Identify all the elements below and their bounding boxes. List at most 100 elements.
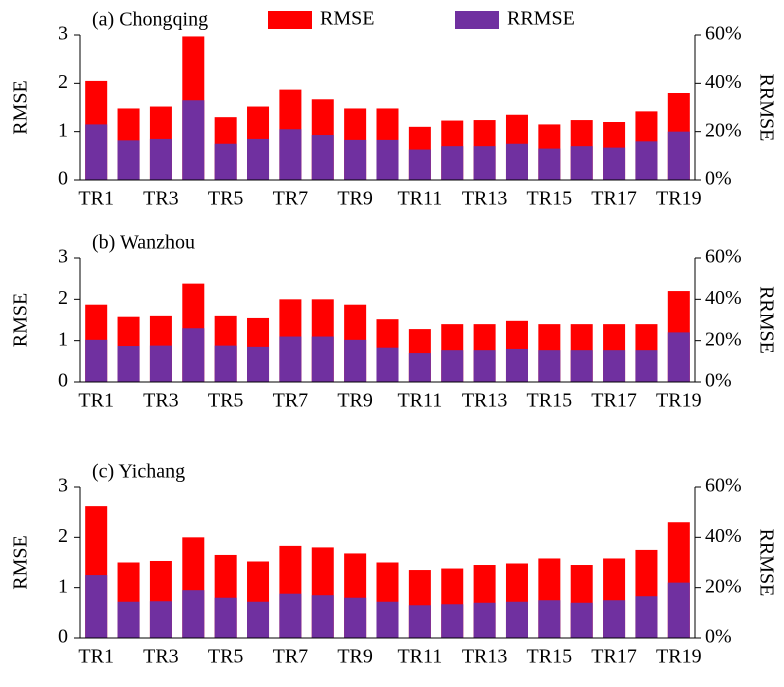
y2-tick-label: 60%: [705, 475, 742, 497]
y2-tick-label: 20%: [705, 119, 742, 141]
x-tick-label: TR5: [208, 646, 244, 668]
y2-tick-label: 20%: [705, 328, 742, 350]
x-tick-label: TR17: [591, 188, 637, 210]
x-tick-label: TR19: [656, 646, 702, 668]
bar: [441, 146, 464, 180]
bar: [505, 348, 528, 382]
bar: [182, 328, 205, 382]
bar: [247, 601, 270, 638]
bar: [247, 346, 270, 382]
x-tick-label: TR9: [337, 646, 373, 668]
bar: [667, 582, 690, 638]
x-tick-label: TR19: [656, 390, 702, 412]
y2-tick-label: 40%: [705, 287, 742, 309]
y-tick-label: 3: [58, 23, 68, 45]
y-tick-label: 1: [58, 119, 68, 141]
y-tick-label: 2: [58, 71, 68, 93]
bar: [635, 596, 658, 638]
x-tick-label: TR3: [143, 390, 179, 412]
bar: [311, 595, 334, 638]
bar: [85, 575, 108, 638]
x-tick-label: TR5: [208, 390, 244, 412]
bar: [214, 143, 237, 180]
bar: [376, 139, 399, 180]
y2-tick-label: 0%: [705, 168, 732, 190]
x-tick-label: TR1: [78, 390, 114, 412]
bar: [149, 345, 172, 382]
panel-title: (c) Yichang: [92, 461, 185, 483]
bar: [214, 345, 237, 382]
x-tick-label: TR13: [462, 188, 508, 210]
bar: [214, 597, 237, 638]
x-tick-label: TR17: [591, 390, 637, 412]
bar: [117, 140, 140, 180]
y-tick-label: 3: [58, 475, 68, 497]
y2-tick-label: 40%: [705, 71, 742, 93]
y-tick-label: 2: [58, 525, 68, 547]
x-tick-label: TR5: [208, 188, 244, 210]
bar: [538, 350, 561, 382]
y2-tick-label: 60%: [705, 246, 742, 268]
x-tick-label: TR15: [527, 390, 573, 412]
y-tick-label: 0: [58, 168, 68, 190]
bar: [570, 350, 593, 382]
bar: [117, 346, 140, 382]
bar: [344, 339, 367, 382]
bar: [570, 146, 593, 180]
x-tick-label: TR1: [78, 188, 114, 210]
bar: [149, 601, 172, 638]
bar: [473, 350, 496, 382]
x-tick-label: TR9: [337, 390, 373, 412]
y2-tick-label: 0%: [705, 370, 732, 392]
bar: [279, 593, 302, 638]
y-tick-label: 3: [58, 246, 68, 268]
y-tick-label: 1: [58, 328, 68, 350]
bar: [376, 347, 399, 382]
x-tick-label: TR17: [591, 646, 637, 668]
bar: [505, 143, 528, 180]
x-tick-label: TR11: [397, 646, 442, 668]
y2-tick-label: 0%: [705, 626, 732, 648]
bar: [603, 350, 626, 382]
bar: [603, 147, 626, 180]
panel-title: (b) Wanzhou: [92, 232, 195, 254]
x-tick-label: TR3: [143, 188, 179, 210]
y2-axis-label: RRMSE: [755, 286, 777, 354]
y-axis-label: RMSE: [10, 293, 32, 347]
bar: [408, 149, 431, 180]
bar: [473, 602, 496, 638]
y-tick-label: 0: [58, 370, 68, 392]
legend-swatch: [268, 11, 312, 29]
bar: [149, 138, 172, 180]
y2-tick-label: 40%: [705, 525, 742, 547]
y-tick-label: 1: [58, 575, 68, 597]
x-tick-label: TR19: [656, 188, 702, 210]
x-tick-label: TR7: [273, 188, 309, 210]
x-tick-label: TR3: [143, 646, 179, 668]
x-tick-label: TR15: [527, 188, 573, 210]
x-tick-label: TR13: [462, 390, 508, 412]
bar: [279, 129, 302, 180]
y-tick-label: 2: [58, 287, 68, 309]
y2-axis-label: RRMSE: [755, 529, 777, 597]
bar: [117, 601, 140, 638]
x-tick-label: TR9: [337, 188, 373, 210]
legend-swatch: [455, 11, 499, 29]
y2-tick-label: 60%: [705, 23, 742, 45]
x-tick-label: TR11: [397, 390, 442, 412]
bar: [603, 600, 626, 638]
bar: [473, 146, 496, 180]
y-tick-label: 0: [58, 626, 68, 648]
bar: [667, 332, 690, 382]
bar: [441, 604, 464, 638]
bar: [311, 135, 334, 180]
bar: [408, 605, 431, 638]
x-tick-label: TR11: [397, 188, 442, 210]
legend-label: RRMSE: [507, 8, 575, 30]
bar: [376, 601, 399, 638]
bar: [311, 336, 334, 382]
bar: [667, 131, 690, 180]
bar: [505, 601, 528, 638]
bar: [344, 139, 367, 180]
